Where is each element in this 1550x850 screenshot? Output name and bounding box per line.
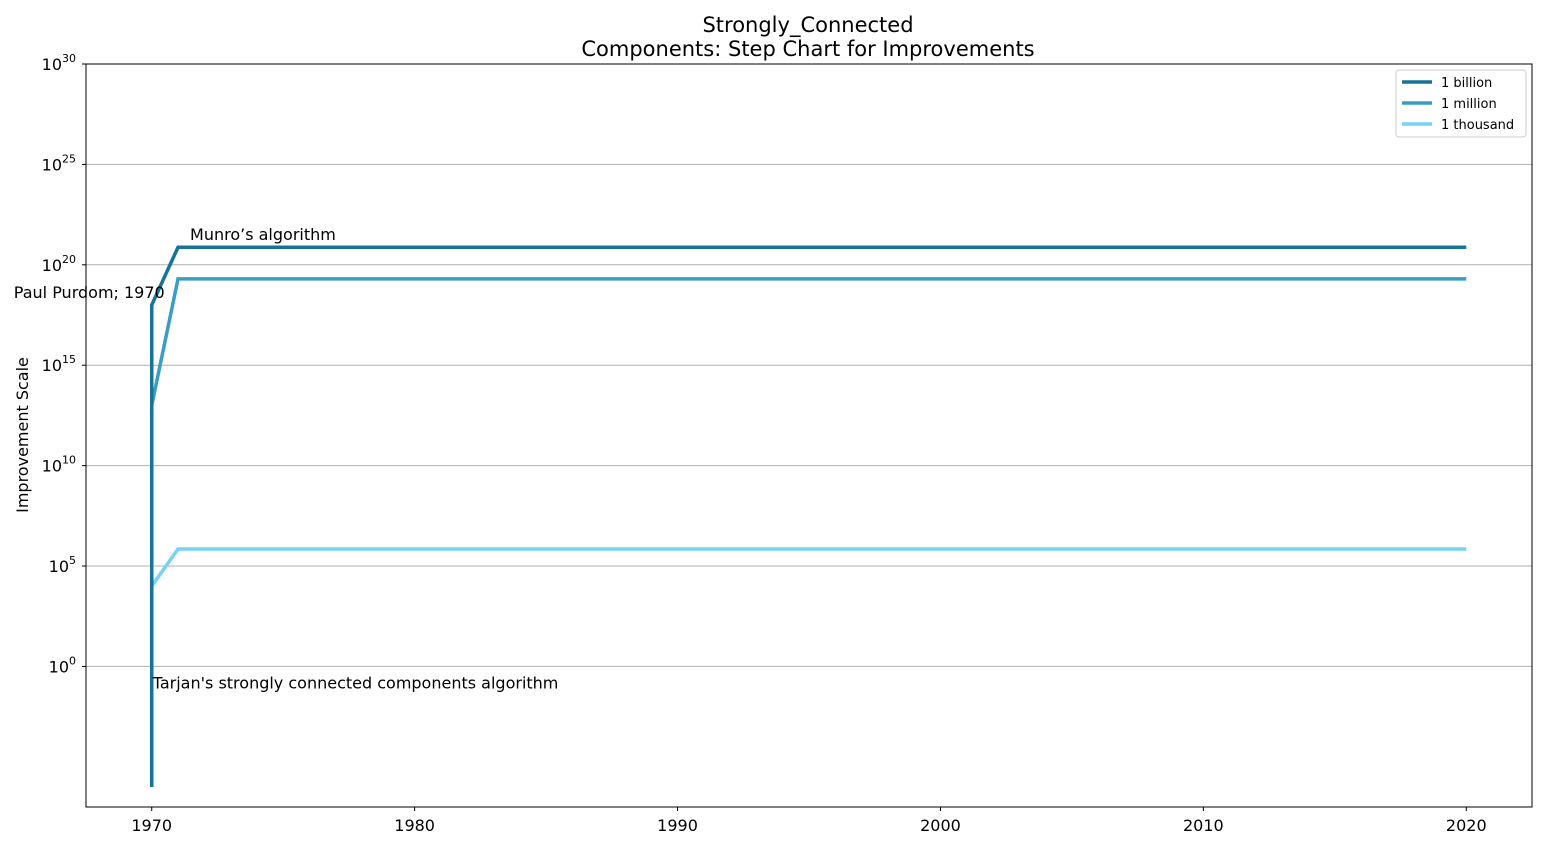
y-tick-exponent: 0	[69, 654, 76, 667]
y-tick-exponent: 15	[62, 353, 76, 366]
grid-lines	[86, 163, 1532, 667]
y-tick-base: 10	[42, 457, 62, 476]
plot-area	[149, 245, 1467, 787]
x-tick-label: 2010	[1183, 816, 1224, 835]
annotation: Munro’s algorithm	[190, 225, 336, 244]
chart-title-line: Components: Step Chart for Improvements	[581, 37, 1034, 61]
y-tick-base: 10	[42, 155, 62, 174]
y-tick-exponent: 25	[62, 152, 76, 165]
x-tick-label: 2000	[920, 816, 961, 835]
y-tick-base: 10	[49, 657, 69, 676]
legend: 1 billion 1 million 1 thousand	[1395, 69, 1527, 138]
plot-frame	[85, 63, 1533, 808]
y-axis-label: Improvement Scale	[13, 357, 32, 513]
y-tick-label: 1015	[42, 353, 76, 375]
x-tick-label: 1970	[131, 816, 172, 835]
series-line-1-million	[149, 277, 1467, 787]
series-line-1-billion	[149, 245, 1467, 787]
y-tick-label: 1030	[42, 52, 76, 74]
y-tick-base: 10	[42, 256, 62, 275]
y-tick-label: 1010	[42, 454, 76, 476]
y-tick-label: 1025	[42, 152, 76, 174]
annotation: Tarjan's strongly connected components a…	[152, 674, 559, 693]
legend-label: 1 million	[1441, 97, 1497, 112]
y-tick-base: 10	[42, 55, 62, 74]
x-axis: 1970 1980 1990 2000 2010 2020	[131, 807, 1487, 835]
legend-box	[1395, 69, 1527, 138]
series-line-1-thousand	[149, 547, 1467, 787]
y-tick-label: 105	[49, 554, 76, 576]
x-tick-label: 1980	[394, 816, 435, 835]
y-tick-label: 1020	[42, 253, 76, 275]
chart-title-line: Strongly_Connected	[702, 13, 913, 38]
y-tick-exponent: 10	[62, 454, 76, 467]
y-tick-exponent: 5	[69, 554, 76, 567]
y-tick-label: 100	[49, 654, 76, 676]
annotations: Munro’s algorithm Paul Purdom; 1970 Tarjan…	[14, 225, 559, 692]
y-tick-base: 10	[49, 557, 69, 576]
y-tick-base: 10	[42, 356, 62, 375]
y-tick-exponent: 30	[62, 52, 76, 65]
x-tick-label: 1990	[657, 816, 698, 835]
x-tick-label: 2020	[1446, 816, 1487, 835]
annotation: Paul Purdom; 1970	[14, 283, 165, 302]
y-tick-exponent: 20	[62, 253, 76, 266]
legend-label: 1 billion	[1441, 76, 1492, 91]
legend-label: 1 thousand	[1441, 118, 1514, 133]
